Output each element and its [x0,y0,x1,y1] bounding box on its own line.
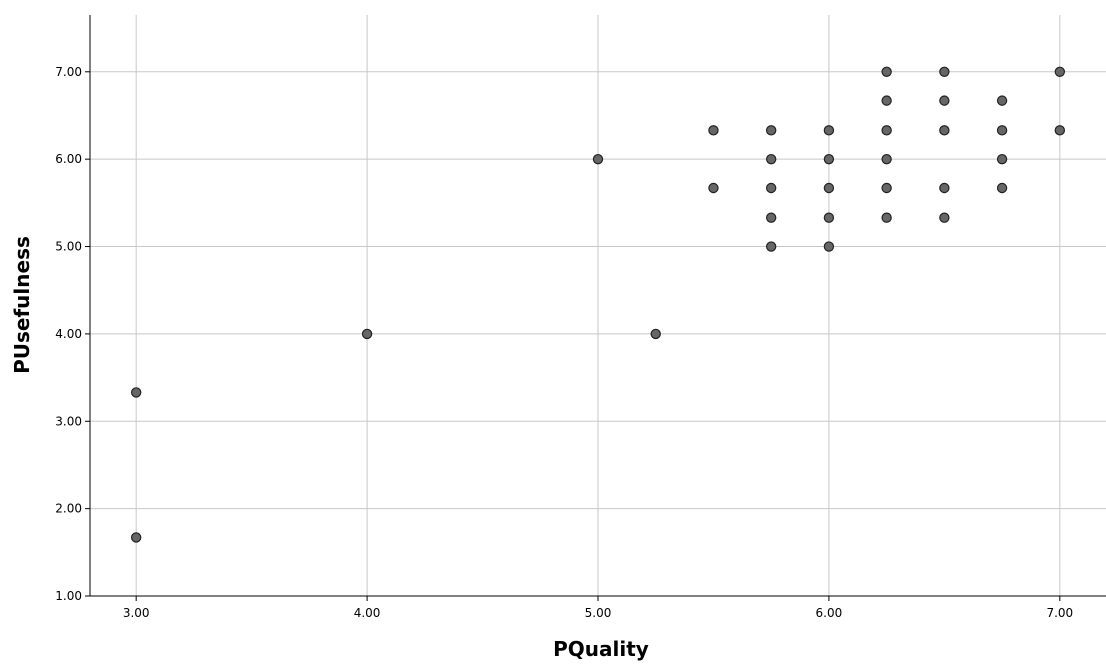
data-point [361,328,373,340]
y-tick-label: 6.00 [55,152,82,166]
data-point [130,532,142,543]
data-point [823,241,835,252]
data-point [996,182,1008,194]
data-point [823,212,835,223]
x-tick-label: 4.00 [354,606,381,620]
data-point [939,95,950,106]
grid [90,15,1106,596]
data-point [708,182,719,194]
data-point [939,125,950,136]
data-point [130,387,142,398]
data-point [1054,125,1066,136]
y-axis-title: PUsefulness [10,236,34,374]
data-point [881,66,892,77]
data-points [130,66,1066,543]
data-point [823,182,835,194]
x-tick-label: 7.00 [1046,606,1073,620]
y-tick-label: 7.00 [55,65,82,79]
data-point [823,153,835,165]
y-tick-label: 2.00 [55,502,82,516]
data-point [996,125,1008,136]
data-point [765,125,777,136]
data-point [708,125,719,136]
data-point [1054,66,1066,77]
data-point [650,328,661,340]
y-tick-labels: 1.00 2.00 3.00 4.00 5.00 6.00 7.00 [55,65,90,603]
data-point [765,153,777,165]
y-tick-label: 4.00 [55,327,82,341]
data-point [881,125,892,136]
data-point [765,241,777,252]
x-tick-label: 3.00 [123,606,150,620]
data-point [881,182,892,194]
data-point [765,212,777,223]
x-tick-label: 6.00 [816,606,843,620]
data-point [881,153,892,165]
data-point [939,212,950,223]
data-point [881,95,892,106]
y-tick-label: 5.00 [55,240,82,254]
data-point [765,182,777,194]
data-point [939,66,950,77]
data-point [939,182,950,194]
y-tick-label: 3.00 [55,414,82,428]
x-axis-title: PQuality [553,637,649,661]
data-point [881,212,892,223]
data-point [823,125,835,136]
data-point [996,153,1008,165]
data-point [996,95,1008,106]
x-tick-label: 5.00 [585,606,612,620]
y-tick-label: 1.00 [55,589,82,603]
x-tick-labels: 3.00 4.00 5.00 6.00 7.00 [123,596,1073,620]
data-point [592,153,604,165]
